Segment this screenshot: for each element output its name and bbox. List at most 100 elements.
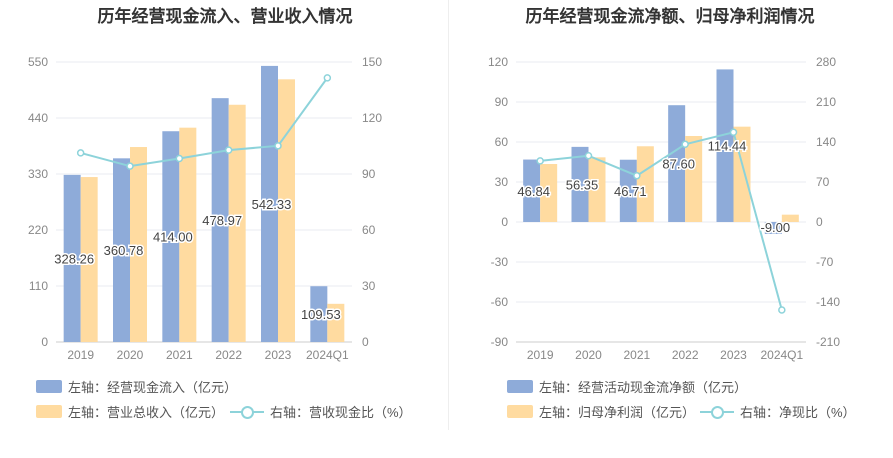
chart2-title: 历年经营现金流净额、归母净利润情况	[525, 7, 815, 26]
legend-line-swatch	[700, 405, 734, 419]
chart1-right-tick-label: 0	[362, 335, 369, 349]
chart2-left-tick-label: 0	[501, 215, 508, 229]
chart2-bar-data-label: 46.71	[614, 184, 647, 199]
chart2-bar-series1	[668, 105, 686, 222]
chart1-line-point	[274, 142, 282, 150]
legend-swatch	[507, 405, 533, 418]
chart1-x-tick-label: 2019	[67, 348, 94, 362]
chart2-right-tick-label: 70	[816, 175, 830, 189]
chart1-line-series	[80, 77, 329, 168]
chart2-bar-data-label: 87.60	[662, 157, 695, 172]
chart2-x-tick-label: 2020	[575, 348, 602, 362]
chart1-left-tick-label: 330	[28, 167, 48, 181]
chart1-title: 历年经营现金流入、营业收入情况	[97, 7, 353, 26]
legend-line-swatch	[230, 405, 264, 419]
chart1-right-tick-label: 120	[362, 111, 382, 125]
chart2-bar-series1	[523, 159, 541, 222]
legend-label: 右轴：营收现金比（%）	[270, 405, 412, 420]
legend-swatch	[36, 405, 62, 418]
chart1-legend-bar1[interactable]: 左轴：经营现金流入（亿元）	[36, 377, 237, 396]
chart2-left-tick-label: -30	[491, 255, 509, 269]
chart2-right-tick-label: 140	[816, 135, 836, 149]
chart2-bar-series1	[571, 146, 589, 222]
chart2-line-point	[584, 151, 593, 160]
chart1-line-point	[175, 154, 184, 163]
chart1-x-tick-label: 2023	[265, 348, 292, 362]
chart2-bar-series2	[540, 164, 558, 222]
chart1-left-tick-label: 220	[28, 223, 48, 237]
chart2-left-tick-label: 120	[488, 55, 508, 69]
chart2-bar-series1	[716, 69, 734, 222]
legend-label: 左轴：归母净利润（亿元）	[539, 405, 696, 420]
chart1-bar-series2	[80, 177, 98, 342]
chart1-left-tick-label: 550	[28, 55, 48, 69]
chart2-legend-bar2[interactable]: 左轴：归母净利润（亿元）	[507, 402, 695, 421]
chart1-bar-series2	[179, 127, 197, 342]
chart1-legend-line[interactable]: 右轴：营收现金比（%）	[230, 402, 412, 421]
legend-label: 右轴：净现比（%）	[740, 405, 856, 420]
chart1-bar-series1	[162, 131, 180, 342]
legend-swatch	[36, 380, 62, 393]
chart2-bar-data-label: 114.44	[708, 139, 747, 154]
legend-label: 左轴：经营现金流入（亿元）	[68, 380, 238, 395]
chart1-bar-series2	[278, 79, 295, 343]
chart1-bar-series1	[261, 65, 278, 342]
chart1-right-tick-label: 150	[362, 55, 382, 69]
chart2-left-tick-label: -60	[491, 295, 509, 309]
chart2-right-tick-label: 0	[816, 215, 823, 229]
chart2-right-tick-label: 280	[816, 55, 836, 69]
chart2-right-tick-label: -70	[816, 255, 834, 269]
chart2-x-tick-label: 2024Q1	[760, 348, 803, 362]
chart2-bar-series1	[764, 222, 782, 234]
chart2-line-series	[540, 131, 783, 311]
chart1-line-point	[126, 162, 134, 170]
chart2-left-tick-label: 90	[495, 95, 509, 109]
chart2-bar-series2	[588, 157, 606, 222]
chart1-bar-series1	[113, 158, 130, 342]
chart2-line-point	[681, 140, 689, 149]
chart1-bar-data-label: 360.78	[104, 243, 144, 258]
legend-label: 左轴：经营活动现金流净额（亿元）	[539, 380, 748, 395]
chart2-legend-line[interactable]: 右轴：净现比（%）	[700, 402, 856, 421]
chart1-right-tick-label: 60	[362, 223, 376, 237]
chart1-bar-series2	[130, 147, 147, 342]
chart2-bar-data-label: 56.35	[566, 177, 599, 192]
chart1-right-tick-label: 30	[362, 279, 376, 293]
chart2-x-tick-label: 2019	[527, 348, 554, 362]
legend-label: 左轴：营业总收入（亿元）	[68, 405, 225, 420]
chart2-bar-series2	[685, 136, 703, 222]
chart1-bar-series1	[310, 286, 328, 342]
chart2-line-point	[536, 157, 544, 165]
chart1-bar-series1	[63, 174, 81, 342]
chart2-line-point	[729, 128, 738, 137]
panel-divider	[448, 0, 449, 430]
chart2-right-tick-label: -140	[816, 295, 840, 309]
chart1-left-tick-label: 440	[28, 111, 48, 125]
chart2-right-tick-label: 210	[816, 95, 836, 109]
chart2-bar-data-label: -9.00	[761, 220, 791, 235]
chart1-bar-data-label: 414.00	[153, 230, 193, 245]
chart2-right-tick-label: -210	[816, 335, 840, 349]
chart2-x-tick-label: 2022	[672, 348, 699, 362]
chart1-bar-series2	[327, 303, 345, 342]
chart1-legend-bar2[interactable]: 左轴：营业总收入（亿元）	[36, 402, 224, 421]
chart1-bar-data-label: 328.26	[54, 251, 94, 266]
chart2-line-point	[778, 306, 786, 314]
chart2-bar-data-label: 46.84	[517, 184, 550, 199]
chart1-left-tick-label: 0	[41, 335, 48, 349]
chart2-left-tick-label: -90	[491, 335, 509, 349]
chart1-line-point	[224, 146, 233, 154]
chart2-legend-bar1[interactable]: 左轴：经营活动现金流净额（亿元）	[507, 377, 747, 396]
chart1-left-tick-label: 110	[29, 279, 48, 293]
chart2-line-point	[633, 171, 641, 180]
chart2-left-tick-label: 60	[495, 135, 509, 149]
legend-swatch	[507, 380, 533, 393]
chart2-bar-series1	[619, 159, 637, 222]
chart1-x-tick-label: 2021	[166, 348, 193, 362]
chart1-line-point	[323, 74, 332, 82]
chart2-x-tick-label: 2021	[623, 348, 650, 362]
chart2-bar-series2	[781, 214, 799, 222]
chart1-bar-data-label: 542.33	[252, 197, 292, 212]
